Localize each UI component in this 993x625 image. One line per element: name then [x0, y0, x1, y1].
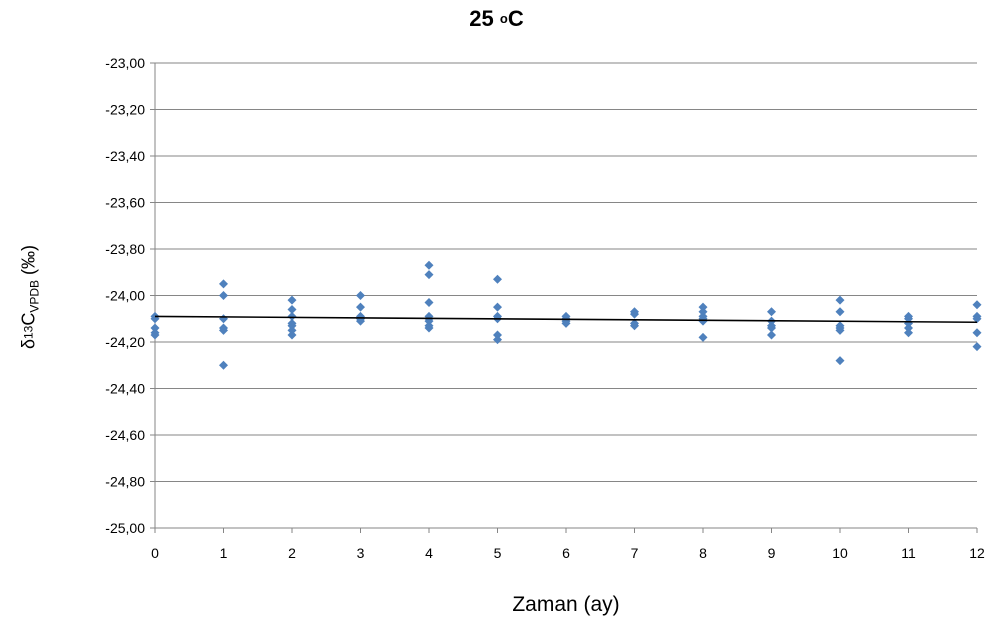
y-axis-label-prefix: δ: [18, 339, 39, 350]
y-axis-label-suffix: (‰): [18, 244, 39, 280]
trendline: [154, 315, 978, 324]
data-point: [287, 311, 297, 321]
data-point: [356, 291, 365, 300]
y-tick-label: -23,20: [105, 102, 145, 118]
data-point: [287, 304, 297, 314]
chart-title: 25 oC: [0, 6, 993, 32]
data-point: [493, 274, 502, 284]
data-point: [493, 302, 502, 312]
x-tick-label: 12: [969, 545, 985, 561]
data-point: [424, 297, 434, 307]
data-point: [150, 330, 160, 340]
data-point: [219, 291, 228, 300]
data-point: [424, 260, 434, 270]
y-tick-label: -24,20: [105, 334, 145, 350]
x-tick-label: 2: [288, 545, 296, 561]
data-point: [835, 307, 845, 317]
x-tick-label: 7: [631, 545, 639, 561]
y-tick-label: -23,40: [105, 148, 145, 164]
data-point: [904, 328, 913, 338]
axes: [150, 62, 978, 533]
chart-title-suffix: C: [507, 6, 524, 31]
data-point: [972, 342, 982, 352]
data-point: [904, 323, 913, 333]
x-tick-label: 8: [699, 545, 707, 561]
data-point: [424, 270, 434, 280]
x-tick-label: 4: [425, 545, 433, 561]
data-point: [835, 325, 845, 335]
data-point: [219, 279, 228, 289]
y-tick-label: -23,60: [105, 195, 145, 211]
data-point: [150, 323, 160, 333]
data-point: [972, 300, 982, 310]
data-point: [630, 321, 639, 331]
data-point: [767, 330, 776, 340]
data-point: [698, 332, 708, 342]
x-tick-label: 1: [220, 545, 228, 561]
data-point: [356, 316, 365, 326]
data-point: [424, 323, 434, 333]
data-point: [835, 356, 845, 366]
data-point: [219, 325, 228, 335]
chart-title-main: 25: [469, 6, 500, 31]
data-point: [972, 314, 982, 324]
y-tick-label: -24,40: [105, 381, 145, 397]
x-tick-label: 11: [901, 545, 916, 561]
data-point: [356, 302, 365, 312]
x-tick-label: 10: [832, 545, 848, 561]
data-point: [698, 302, 708, 312]
gridlines: [155, 62, 977, 482]
data-point: [219, 360, 228, 370]
y-axis-label-main: C: [18, 312, 39, 326]
data-points: [150, 260, 982, 370]
data-point: [287, 325, 297, 335]
x-tick-label: 3: [357, 545, 365, 561]
data-point: [287, 330, 297, 340]
data-point: [767, 307, 776, 317]
y-tick-label: -24,00: [105, 288, 145, 304]
data-point: [698, 307, 708, 317]
trendline-layer: [154, 315, 978, 324]
x-tick-label: 5: [494, 545, 502, 561]
y-tick-label: -23,00: [105, 55, 145, 71]
y-tick-label: -24,60: [105, 427, 145, 443]
y-tick-label: -25,00: [105, 520, 145, 536]
data-point: [835, 295, 845, 305]
x-axis-label: Zaman (ay): [512, 593, 620, 616]
x-tick-label: 9: [768, 545, 776, 561]
data-point: [287, 295, 297, 305]
y-axis-label-subscript: VPDB: [27, 279, 42, 313]
data-point: [493, 330, 502, 340]
data-point: [630, 309, 639, 319]
data-point: [767, 323, 776, 333]
data-point: [219, 314, 228, 324]
y-axis-label: δ13CVPDB (‰): [18, 244, 42, 350]
chart-title-superscript: o: [499, 11, 508, 26]
data-point: [287, 321, 297, 331]
data-point: [972, 328, 982, 338]
y-axis-label-superscript: 13: [21, 325, 36, 340]
x-tick-labels: 0 1 2 3 4 5 6 7 8 9 10 11 12: [151, 545, 985, 561]
x-tick-label: 6: [562, 545, 570, 561]
data-point: [561, 318, 571, 328]
data-point: [493, 335, 502, 345]
y-tick-label: -23,80: [105, 241, 145, 257]
x-tick-label: 0: [151, 545, 159, 561]
y-tick-label: -24,80: [105, 474, 145, 490]
y-tick-labels: -23,00 -23,20 -23,40 -23,60 -23,80 -24,00 -24,…: [105, 55, 145, 536]
